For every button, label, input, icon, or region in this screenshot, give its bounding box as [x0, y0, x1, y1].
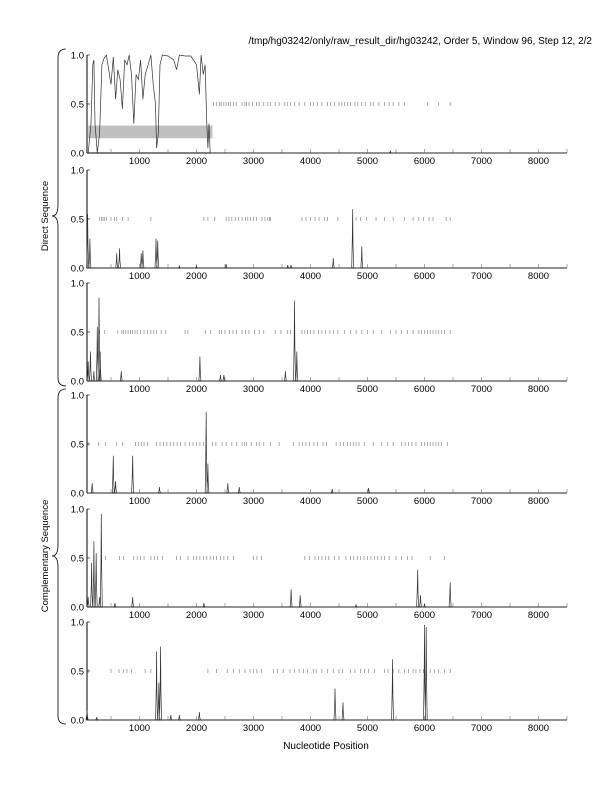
- x-tick-label: 3000: [243, 723, 264, 734]
- x-tick-label: 4000: [300, 610, 321, 621]
- x-tick-label: 4000: [300, 271, 321, 282]
- x-tick-label: 8000: [528, 723, 549, 734]
- series-line: [86, 513, 567, 608]
- x-tick-label: 2000: [186, 271, 207, 282]
- x-tick-label: 7000: [471, 271, 492, 282]
- panel-5: 1000 2000 3000 4000 5000 6000 7000 8000 0.0 0.5 1.…: [71, 505, 568, 621]
- y-tick-label: 0.0: [71, 264, 84, 275]
- x-tick-label: 7000: [471, 610, 492, 621]
- panel-2: 1000 2000 3000 4000 5000 6000 7000 8000 0.0 0.5 1.…: [71, 166, 568, 282]
- x-tick-label: 3000: [243, 610, 264, 621]
- y-tick-label: 0.0: [71, 716, 84, 727]
- x-tick-label: 4000: [300, 384, 321, 395]
- x-tick-label: 3000: [243, 384, 264, 395]
- x-tick-label: 1000: [129, 610, 150, 621]
- x-tick-label: 4000: [300, 496, 321, 507]
- y-tick-label: 0.0: [71, 489, 84, 500]
- direct-sequence-label: Direct Sequence: [40, 181, 51, 251]
- complementary-sequence-label: Complementary Sequence: [40, 500, 51, 612]
- y-tick-label: 0.5: [71, 667, 84, 678]
- x-tick-label: 6000: [414, 496, 435, 507]
- x-tick-label: 1000: [129, 723, 150, 734]
- x-tick-label: 8000: [528, 156, 549, 167]
- series-line: [85, 624, 567, 721]
- x-tick-label: 1000: [129, 496, 150, 507]
- x-tick-label: 2000: [186, 384, 207, 395]
- series-line: [87, 54, 567, 154]
- y-tick-label: 1.0: [71, 618, 84, 629]
- y-tick-label: 0.5: [71, 554, 84, 565]
- y-tick-label: 1.0: [71, 51, 84, 62]
- x-tick-label: 3000: [243, 156, 264, 167]
- x-tick-label: 2000: [186, 496, 207, 507]
- x-tick-label: 3000: [243, 271, 264, 282]
- x-tick-label: 6000: [414, 156, 435, 167]
- panel-6: 1000 2000 3000 4000 5000 6000 7000 8000 0.0 0.5 1.…: [71, 618, 568, 734]
- x-tick-label: 5000: [357, 271, 378, 282]
- x-tick-label: 8000: [528, 496, 549, 507]
- x-tick-label: 1000: [129, 384, 150, 395]
- y-tick-label: 0.5: [71, 440, 84, 451]
- y-tick-label: 0.5: [71, 215, 84, 226]
- x-tick-label: 7000: [471, 384, 492, 395]
- series-line: [86, 209, 567, 269]
- x-axis-label: Nucleotide Position: [283, 741, 369, 752]
- y-tick-label: 1.0: [71, 505, 84, 516]
- x-tick-label: 5000: [357, 156, 378, 167]
- y-tick-label: 0.5: [71, 100, 84, 111]
- x-tick-label: 8000: [528, 610, 549, 621]
- y-tick-label: 0.0: [71, 377, 84, 388]
- x-tick-label: 6000: [414, 271, 435, 282]
- x-tick-label: 6000: [414, 384, 435, 395]
- y-tick-label: 1.0: [71, 166, 84, 177]
- y-tick-label: 0.0: [71, 149, 84, 160]
- x-tick-label: 8000: [528, 271, 549, 282]
- direct-sequence-bracket: [51, 48, 67, 387]
- x-tick-label: 8000: [528, 384, 549, 395]
- panel-4: 1000 2000 3000 4000 5000 6000 7000 8000 0.0 0.5 1.…: [71, 391, 568, 507]
- series-line: [86, 297, 567, 382]
- x-tick-label: 7000: [471, 723, 492, 734]
- x-tick-label: 2000: [186, 156, 207, 167]
- panel-3: 1000 2000 3000 4000 5000 6000 7000 8000 0.0 0.5 1.…: [71, 279, 568, 395]
- x-tick-label: 5000: [357, 496, 378, 507]
- x-tick-label: 4000: [300, 156, 321, 167]
- x-tick-label: 5000: [357, 384, 378, 395]
- highlight-region: [88, 125, 213, 139]
- x-tick-label: 4000: [300, 723, 321, 734]
- x-tick-label: 7000: [471, 496, 492, 507]
- series-line: [88, 411, 567, 494]
- x-tick-label: 3000: [243, 496, 264, 507]
- chart-title: /tmp/hg03242/only/raw_result_dir/hg03242…: [248, 36, 592, 47]
- x-tick-label: 2000: [186, 723, 207, 734]
- x-tick-label: 5000: [357, 723, 378, 734]
- x-tick-label: 5000: [357, 610, 378, 621]
- y-tick-label: 1.0: [71, 279, 84, 290]
- x-tick-label: 1000: [129, 156, 150, 167]
- x-tick-label: 2000: [186, 610, 207, 621]
- complementary-sequence-bracket: [51, 388, 67, 725]
- y-tick-label: 0.0: [71, 603, 84, 614]
- x-tick-label: 6000: [414, 610, 435, 621]
- panel-1: 1000 2000 3000 4000 5000 6000 7000 8000 0.0 0.5 1.…: [71, 51, 568, 167]
- y-tick-label: 0.5: [71, 328, 84, 339]
- x-tick-label: 6000: [414, 723, 435, 734]
- x-tick-label: 7000: [471, 156, 492, 167]
- y-tick-label: 1.0: [71, 391, 84, 402]
- x-tick-label: 1000: [129, 271, 150, 282]
